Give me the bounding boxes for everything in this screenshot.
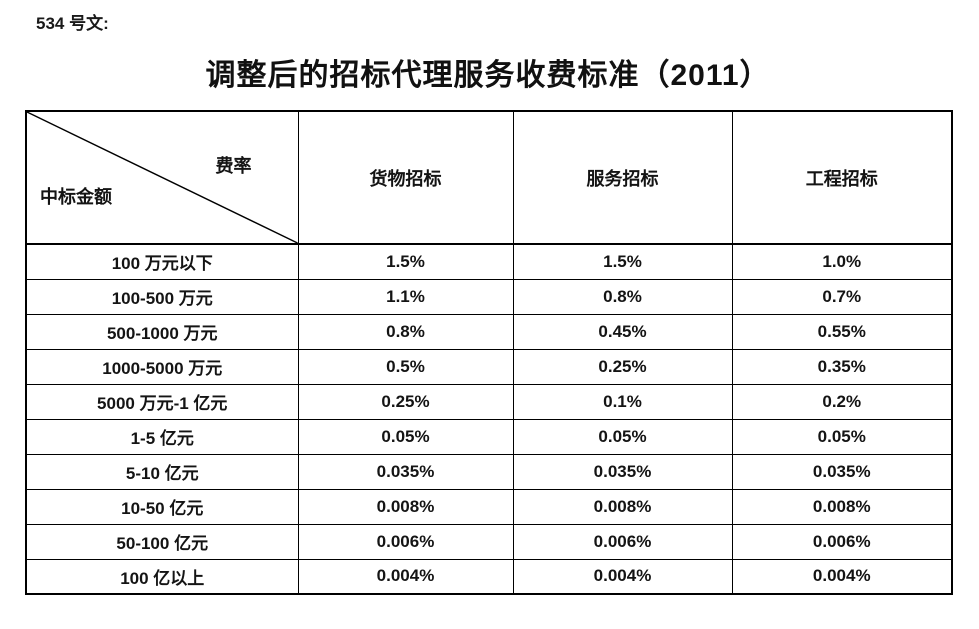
- rate-cell: 0.035%: [512, 453, 733, 490]
- rate-cell: 1.1%: [297, 278, 514, 315]
- fee-standard-table: 费率 中标金额 货物招标 服务招标 工程招标 100 万元以下 1.5% 1.5…: [25, 110, 953, 595]
- rate-cell: 0.004%: [297, 558, 514, 595]
- corner-label-rate: 费率: [215, 156, 252, 176]
- rate-cell: 0.2%: [731, 383, 953, 420]
- amount-range-cell: 5-10 亿元: [25, 453, 299, 490]
- amount-range-cell: 100 万元以下: [25, 243, 299, 280]
- amount-range-cell: 50-100 亿元: [25, 523, 299, 560]
- rate-cell: 0.7%: [731, 278, 953, 315]
- table-row: 1-5 亿元 0.05% 0.05% 0.05%: [25, 418, 953, 455]
- rate-cell: 0.035%: [731, 453, 953, 490]
- rate-cell: 0.25%: [297, 383, 514, 420]
- table-row: 100 亿以上 0.004% 0.004% 0.004%: [25, 558, 953, 595]
- amount-range-cell: 500-1000 万元: [25, 313, 299, 350]
- amount-range-cell: 100 亿以上: [25, 558, 299, 595]
- rate-cell: 1.0%: [731, 243, 953, 280]
- table-row: 5000 万元-1 亿元 0.25% 0.1% 0.2%: [25, 383, 953, 420]
- table-row: 1000-5000 万元 0.5% 0.25% 0.35%: [25, 348, 953, 385]
- document-number-label: 534 号文:: [36, 14, 109, 33]
- rate-cell: 0.8%: [512, 278, 733, 315]
- table-row: 10-50 亿元 0.008% 0.008% 0.008%: [25, 488, 953, 525]
- table-row: 50-100 亿元 0.006% 0.006% 0.006%: [25, 523, 953, 560]
- rate-cell: 0.1%: [512, 383, 733, 420]
- rate-cell: 0.35%: [731, 348, 953, 385]
- rate-cell: 0.006%: [512, 523, 733, 560]
- rate-cell: 0.035%: [297, 453, 514, 490]
- rate-cell: 0.8%: [297, 313, 514, 350]
- table-row: 100-500 万元 1.1% 0.8% 0.7%: [25, 278, 953, 315]
- rate-cell: 0.55%: [731, 313, 953, 350]
- amount-range-cell: 100-500 万元: [25, 278, 299, 315]
- corner-header-cell: 费率 中标金额: [25, 110, 299, 245]
- rate-cell: 1.5%: [512, 243, 733, 280]
- rate-cell: 0.008%: [512, 488, 733, 525]
- rate-cell: 0.006%: [297, 523, 514, 560]
- diagonal-divider-line: [27, 112, 298, 243]
- table-row: 100 万元以下 1.5% 1.5% 1.0%: [25, 243, 953, 280]
- table-row: 5-10 亿元 0.035% 0.035% 0.035%: [25, 453, 953, 490]
- rate-cell: 0.006%: [731, 523, 953, 560]
- rate-cell: 0.008%: [731, 488, 953, 525]
- amount-range-cell: 1-5 亿元: [25, 418, 299, 455]
- amount-range-cell: 1000-5000 万元: [25, 348, 299, 385]
- page-title: 调整后的招标代理服务收费标准（2011）: [205, 59, 771, 92]
- column-header-goods: 货物招标: [297, 110, 514, 245]
- rate-cell: 0.5%: [297, 348, 514, 385]
- table-header-row: 费率 中标金额 货物招标 服务招标 工程招标: [25, 110, 953, 245]
- column-header-services: 服务招标: [512, 110, 733, 245]
- rate-cell: 1.5%: [297, 243, 514, 280]
- corner-label-amount: 中标金额: [40, 187, 112, 207]
- rate-cell: 0.004%: [512, 558, 733, 595]
- rate-cell: 0.25%: [512, 348, 733, 385]
- rate-cell: 0.004%: [731, 558, 953, 595]
- rate-cell: 0.45%: [512, 313, 733, 350]
- column-header-engineering: 工程招标: [731, 110, 953, 245]
- rate-cell: 0.05%: [297, 418, 514, 455]
- rate-cell: 0.05%: [731, 418, 953, 455]
- table-row: 500-1000 万元 0.8% 0.45% 0.55%: [25, 313, 953, 350]
- amount-range-cell: 5000 万元-1 亿元: [25, 383, 299, 420]
- rate-cell: 0.05%: [512, 418, 733, 455]
- rate-cell: 0.008%: [297, 488, 514, 525]
- amount-range-cell: 10-50 亿元: [25, 488, 299, 525]
